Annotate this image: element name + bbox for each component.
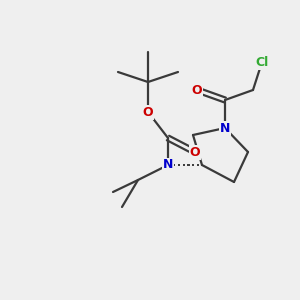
Text: O: O xyxy=(192,83,202,97)
Text: O: O xyxy=(190,146,200,158)
Text: Cl: Cl xyxy=(255,56,268,68)
Text: N: N xyxy=(220,122,230,134)
Text: N: N xyxy=(163,158,173,172)
Text: O: O xyxy=(143,106,153,118)
